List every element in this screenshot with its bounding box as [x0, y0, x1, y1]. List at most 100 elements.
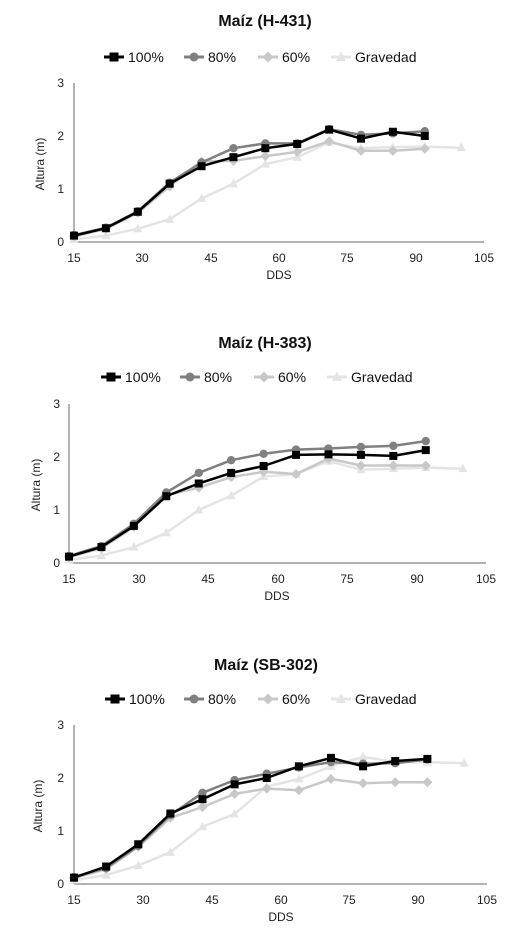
plot-area — [69, 124, 466, 243]
legend-label: 60% — [282, 691, 310, 707]
data-point-60 — [261, 783, 272, 794]
x-tick-label: 15 — [67, 893, 81, 907]
legend-label: Gravedad — [351, 369, 412, 385]
legend-item-100: 100% — [101, 369, 161, 385]
x-axis: 15 30 45 60 75 90 105 DDS — [67, 883, 497, 924]
data-point-80 — [194, 468, 203, 478]
data-point-gravedad — [133, 223, 143, 233]
data-point-gravedad — [165, 214, 175, 223]
data-point-gravedad — [358, 751, 368, 761]
legend-square-marker — [109, 52, 119, 62]
x-tick-label: 75 — [340, 572, 354, 586]
legend-item-gravedad: Gravedad — [331, 691, 416, 707]
data-point-60 — [356, 145, 366, 156]
x-tick-label: 105 — [474, 251, 494, 265]
legend-item-80: 80% — [184, 49, 236, 65]
data-point-100 — [423, 754, 432, 763]
series-line-60 — [73, 777, 428, 880]
x-tick-label: 90 — [410, 572, 424, 586]
y-axis: 0 1 2 3 Altura (m) — [29, 397, 70, 570]
data-point-gravedad — [230, 809, 240, 818]
chart-title: Maíz (SB-302) — [214, 657, 318, 674]
data-point-80 — [259, 449, 268, 459]
x-tick-label: 30 — [135, 251, 149, 265]
data-point-100 — [65, 552, 73, 561]
data-point-60 — [292, 146, 303, 157]
data-point-gravedad — [96, 550, 107, 560]
data-point-100 — [165, 179, 174, 188]
x-tick-label: 75 — [342, 893, 356, 907]
legend-diamond-marker — [262, 51, 274, 63]
series-line-80 — [73, 758, 428, 879]
legend-item-100: 100% — [105, 691, 165, 707]
series-line-60 — [73, 140, 425, 238]
y-tick-label: 1 — [53, 503, 60, 517]
y-tick-label: 2 — [57, 129, 64, 143]
data-point-60 — [197, 802, 208, 813]
data-point-100 — [230, 780, 239, 789]
data-point-100 — [391, 757, 400, 766]
data-point-80 — [421, 436, 430, 446]
y-tick-label: 3 — [57, 718, 64, 732]
data-point-100 — [134, 840, 143, 849]
y-tick-label: 3 — [53, 397, 60, 411]
data-point-60 — [291, 468, 302, 479]
data-point-gravedad — [197, 821, 208, 831]
legend-label: 60% — [282, 49, 310, 65]
data-point-100 — [389, 451, 398, 460]
series-line-100 — [73, 128, 425, 237]
chart-h383: Maíz (H-383) 100% 80% 60% Gravedad — [29, 335, 496, 603]
data-point-100 — [261, 144, 270, 153]
data-point-100 — [421, 446, 430, 455]
legend-label: 80% — [208, 691, 236, 707]
legend-item-60: 60% — [258, 49, 310, 65]
x-tick-label: 30 — [132, 572, 146, 586]
x-axis: 15 30 45 60 75 90 105 DDS — [62, 562, 496, 603]
data-point-100 — [357, 134, 365, 143]
legend-label: 80% — [204, 369, 232, 385]
data-point-60 — [325, 774, 336, 785]
y-tick-label: 2 — [57, 771, 64, 785]
data-point-100 — [97, 543, 106, 552]
y-tick-label: 0 — [57, 235, 64, 249]
chart-sb302: Maíz (SB-302) 100% 80% 60% Gravedad — [31, 657, 497, 924]
y-tick-label: 2 — [53, 450, 60, 464]
data-point-gravedad — [260, 159, 270, 168]
chart-title: Maíz (H-431) — [218, 13, 311, 30]
legend-triangle-marker — [332, 371, 342, 381]
legend-item-80: 80% — [180, 369, 232, 385]
data-point-100 — [70, 873, 78, 882]
data-point-60 — [420, 460, 431, 471]
legend-item-80: 80% — [184, 691, 236, 707]
data-point-100 — [262, 774, 271, 782]
x-tick-label: 45 — [201, 572, 215, 586]
data-point-100 — [102, 862, 111, 871]
legend-diamond-marker — [262, 693, 274, 705]
legend: 100% 80% 60% Gravedad — [104, 49, 416, 65]
data-point-100 — [259, 462, 268, 471]
x-axis-label: DDS — [268, 910, 293, 924]
data-point-gravedad — [226, 490, 236, 500]
legend-circle-marker — [189, 694, 199, 704]
data-point-gravedad — [228, 178, 239, 188]
y-tick-label: 3 — [57, 76, 64, 90]
x-tick-label: 60 — [272, 251, 286, 265]
data-point-100 — [356, 450, 365, 459]
legend-circle-marker — [185, 372, 195, 382]
y-axis-label: Altura (m) — [33, 138, 47, 191]
data-point-100 — [229, 153, 238, 162]
series-line-100 — [73, 756, 428, 879]
legend-item-60: 60% — [254, 369, 306, 385]
plot-area — [69, 751, 469, 884]
legend-square-marker — [106, 372, 116, 382]
legend-label: 60% — [278, 369, 306, 385]
y-axis: 0 1 2 3 Altura (m) — [33, 76, 75, 249]
x-tick-label: 105 — [477, 893, 497, 907]
legend-label: 100% — [125, 369, 161, 385]
data-point-gravedad — [459, 758, 469, 767]
data-point-60 — [419, 143, 430, 154]
data-point-100 — [162, 492, 171, 501]
legend-item-gravedad: Gravedad — [331, 49, 416, 65]
data-point-100 — [227, 468, 236, 477]
data-point-100 — [388, 127, 397, 136]
